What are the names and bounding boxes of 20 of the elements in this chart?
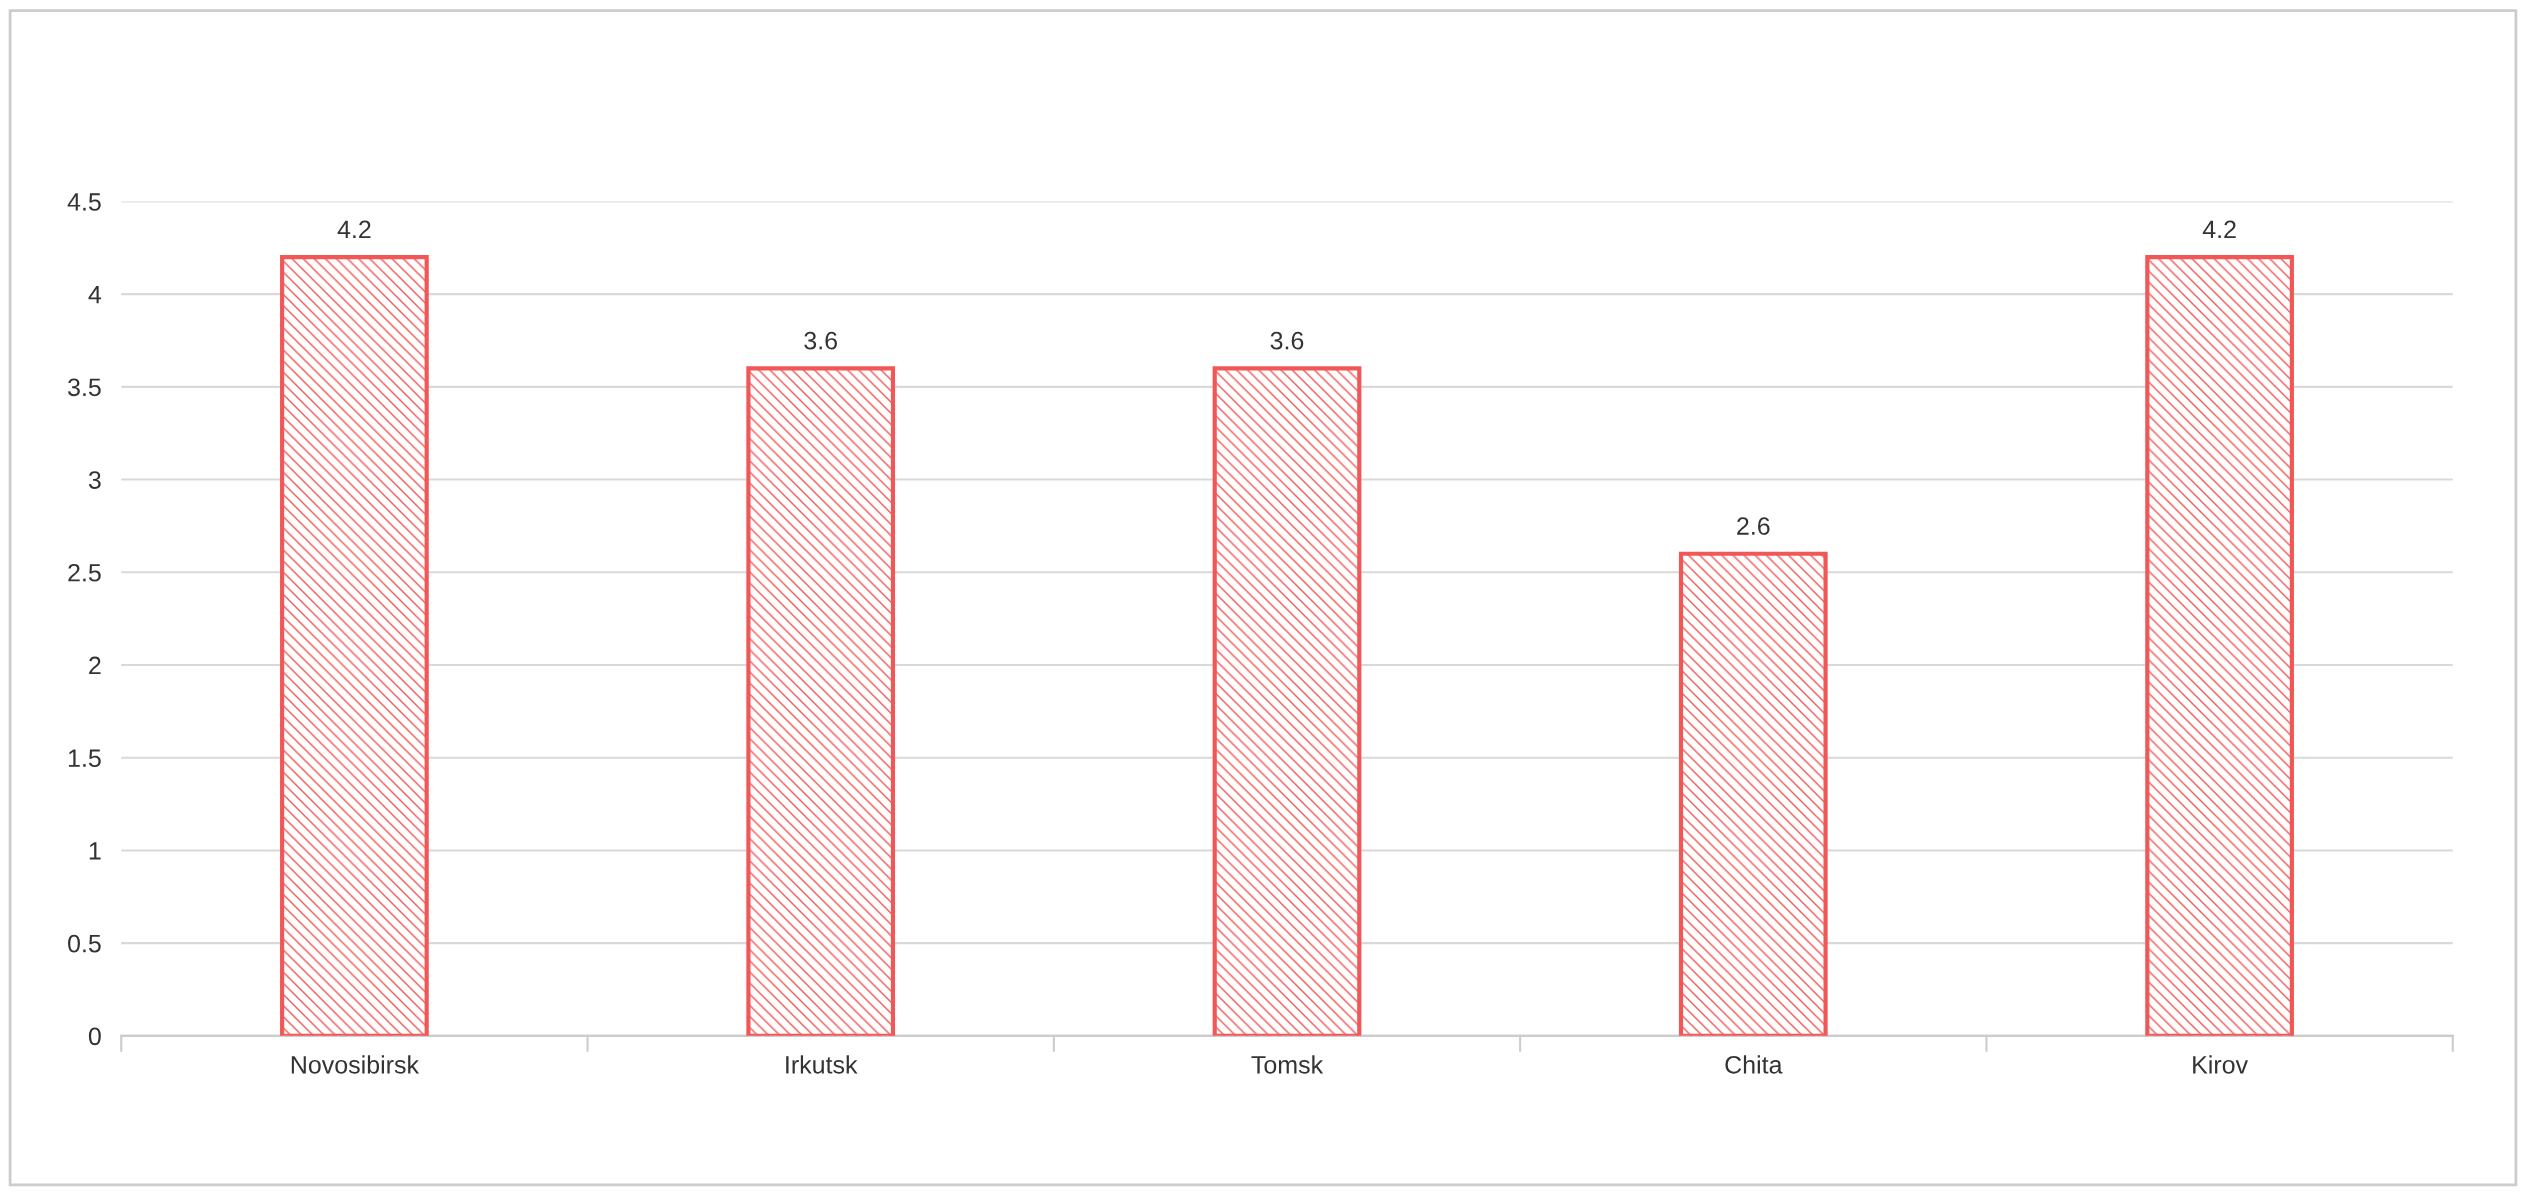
y-tick-label: 3 — [88, 471, 101, 489]
y-tick-label: 0 — [88, 1027, 101, 1046]
x-tick-label: Tomsk — [1251, 1055, 1324, 1074]
x-tick-label: Kirov — [2193, 1055, 2248, 1074]
data-label: 4.2 — [337, 220, 371, 238]
y-tick-label: 4.5 — [67, 193, 101, 211]
data-label: 4.2 — [2202, 220, 2236, 238]
y-tick-label: 1.5 — [68, 749, 101, 768]
x-tick-label: Novosibirsk — [291, 1055, 420, 1074]
y-tick-label: 2 — [89, 656, 101, 675]
y-tick-label: 4 — [88, 286, 102, 304]
data-label: 3.6 — [1270, 331, 1304, 350]
x-tick-label: Irkutsk — [786, 1055, 858, 1074]
data-label: 3.6 — [804, 331, 837, 350]
y-tick-label: 0.5 — [68, 934, 101, 953]
data-label: 2.6 — [1737, 517, 1770, 535]
y-tick-label: 2.5 — [68, 563, 101, 582]
y-tick-label: 1 — [89, 842, 101, 860]
x-tick-label: Chita — [1725, 1055, 1783, 1074]
y-tick-label: 3.5 — [68, 378, 101, 397]
